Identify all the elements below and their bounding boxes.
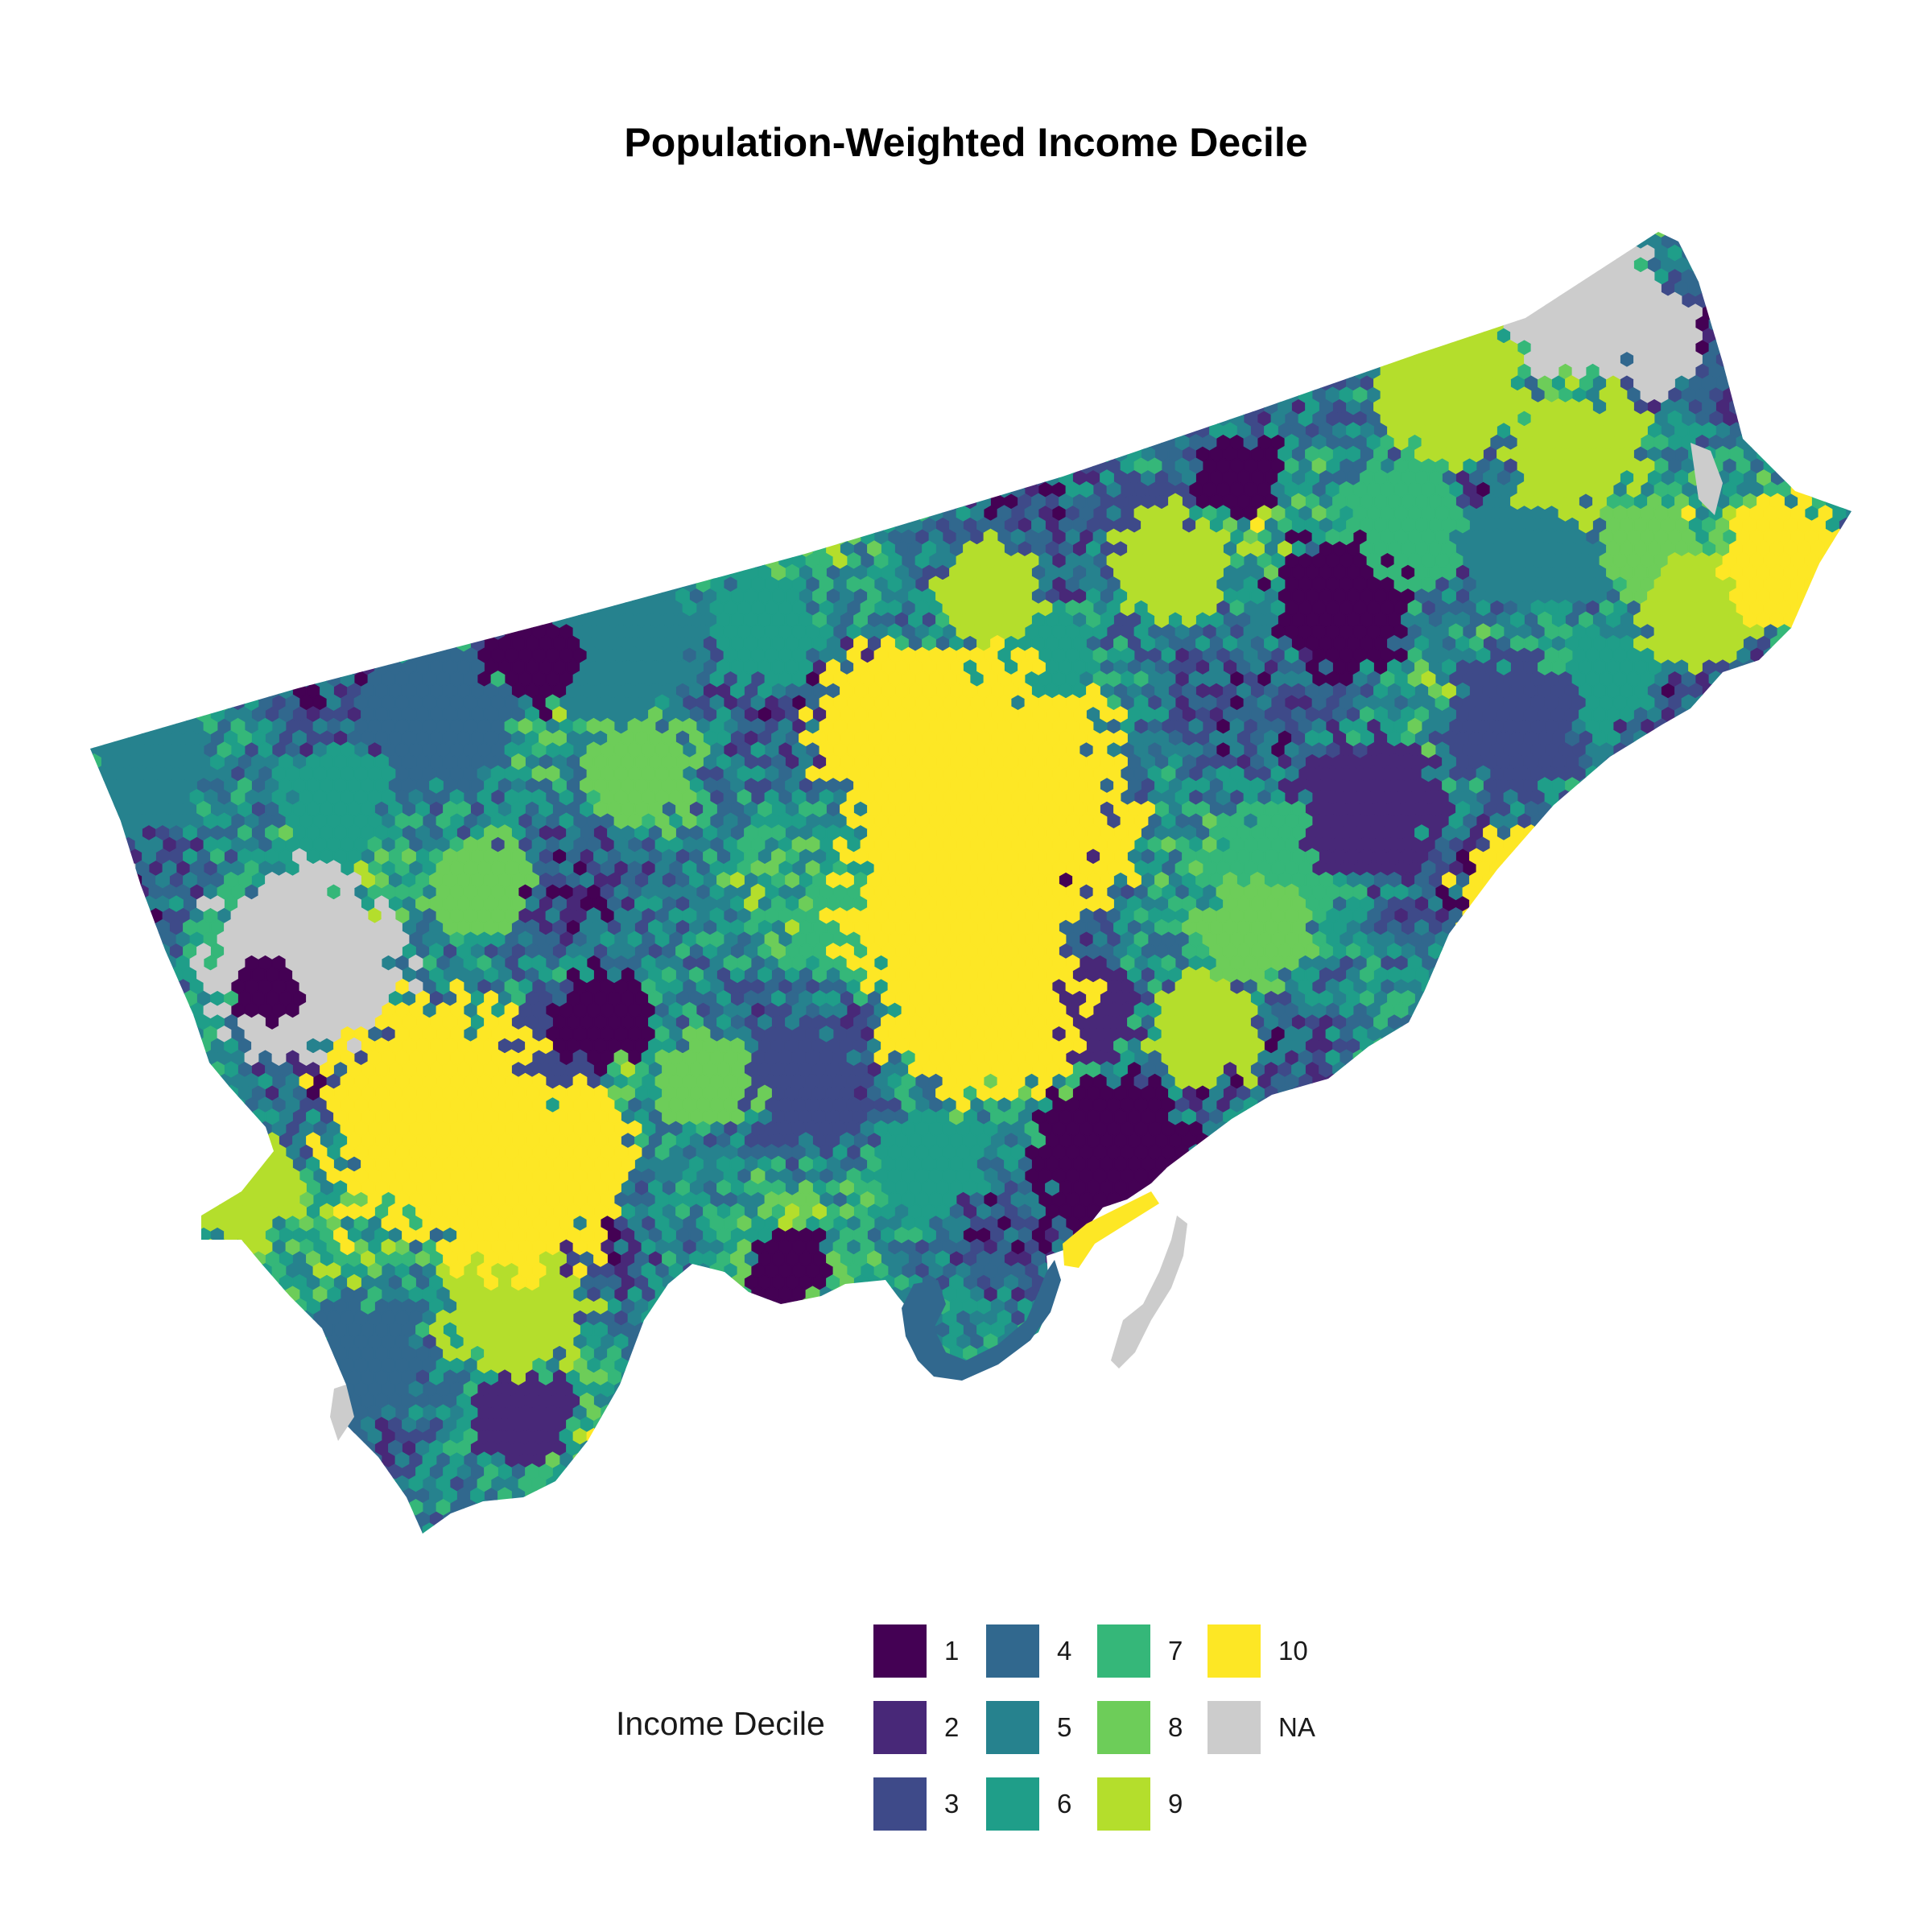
- legend-key-8: [1097, 1701, 1150, 1754]
- toronto-island-park: [902, 1260, 1061, 1381]
- legend-label-1: 1: [944, 1636, 960, 1666]
- legend-key-5: [986, 1701, 1039, 1754]
- legend-key-6: [986, 1777, 1039, 1831]
- port-lands-na-area: [1111, 1216, 1187, 1368]
- legend-label-3: 3: [944, 1789, 960, 1818]
- legend-label-8: 8: [1168, 1712, 1183, 1742]
- bluffs-shore-na-area: [1690, 443, 1723, 515]
- map-title: Population-Weighted Income Decile: [624, 120, 1308, 165]
- legend-key-3: [873, 1777, 927, 1831]
- leslie-spit-area: [1063, 1191, 1159, 1268]
- legend-key-4: [986, 1624, 1039, 1678]
- legend-key-7: [1097, 1624, 1150, 1678]
- legend-label-5: 5: [1057, 1712, 1072, 1742]
- etobicoke-shore-na-area: [330, 1385, 354, 1441]
- legend-label-7: 7: [1168, 1636, 1183, 1666]
- legend-key-1: [873, 1624, 927, 1678]
- legend-label-2: 2: [944, 1712, 960, 1742]
- legend-label-4: 4: [1057, 1636, 1072, 1666]
- legend-key-2: [873, 1701, 927, 1754]
- legend-label-na: NA: [1278, 1712, 1315, 1742]
- legend-title: Income Decile: [616, 1705, 825, 1742]
- legend-key-na: [1208, 1701, 1261, 1754]
- legend-label-10: 10: [1278, 1636, 1308, 1666]
- legend-key-9: [1097, 1777, 1150, 1831]
- legend-key-10: [1208, 1624, 1261, 1678]
- legend-label-9: 9: [1168, 1789, 1183, 1818]
- legend-label-6: 6: [1057, 1789, 1072, 1818]
